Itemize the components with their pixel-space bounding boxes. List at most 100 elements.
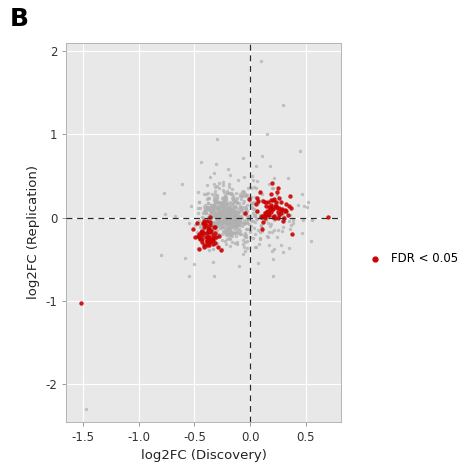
Point [203, 205, 210, 213]
Point [199, 219, 206, 227]
Point [230, 218, 237, 226]
Point [219, 236, 226, 244]
Point [251, 212, 258, 220]
Point [223, 212, 230, 219]
Point [222, 207, 230, 215]
Point [236, 192, 244, 200]
Point [207, 173, 214, 181]
Point [249, 199, 257, 206]
Point [229, 199, 237, 207]
Point [221, 201, 229, 209]
Point [255, 226, 262, 234]
Point [215, 217, 223, 224]
Point [226, 205, 234, 212]
Point [266, 205, 273, 212]
Point [224, 189, 231, 197]
Point [221, 237, 228, 245]
Point [230, 218, 237, 225]
Point [237, 192, 245, 200]
Point [252, 214, 259, 222]
Point [260, 219, 267, 226]
Point [233, 219, 241, 226]
Point [210, 223, 218, 231]
Point [257, 57, 265, 65]
Point [211, 235, 219, 243]
Point [208, 219, 215, 227]
Point [273, 205, 281, 212]
Point [242, 233, 250, 240]
Point [252, 201, 259, 208]
Point [210, 226, 218, 234]
Point [265, 211, 273, 219]
Point [208, 228, 215, 235]
Point [237, 195, 245, 202]
Point [246, 220, 253, 228]
Point [194, 232, 201, 240]
Point [210, 245, 217, 253]
Point [219, 220, 226, 228]
Point [197, 235, 204, 243]
Point [274, 208, 282, 216]
Point [203, 232, 211, 239]
Point [234, 212, 241, 219]
Point [217, 201, 225, 209]
Point [227, 236, 234, 243]
Point [213, 227, 221, 234]
Point [231, 209, 238, 217]
Point [212, 234, 220, 241]
Point [210, 272, 218, 279]
Point [230, 197, 238, 205]
Point [227, 219, 234, 227]
Point [209, 228, 216, 236]
Point [193, 219, 201, 226]
Point [227, 190, 235, 197]
Point [228, 222, 236, 230]
Point [205, 204, 213, 212]
Point [218, 201, 226, 208]
Point [251, 230, 259, 238]
Point [224, 210, 232, 217]
Point [203, 205, 211, 213]
Point [289, 217, 296, 224]
Point [211, 219, 219, 227]
Point [204, 233, 212, 241]
Point [233, 197, 240, 205]
Point [278, 209, 285, 217]
Point [229, 207, 237, 214]
Point [255, 199, 262, 207]
Point [197, 158, 205, 166]
Point [288, 221, 295, 228]
Point [236, 190, 244, 198]
Point [215, 210, 223, 218]
Point [213, 135, 220, 142]
Point [286, 192, 294, 200]
Point [205, 215, 212, 222]
Point [260, 211, 268, 219]
Point [195, 235, 202, 243]
Point [246, 195, 253, 202]
Point [253, 215, 260, 223]
Point [230, 207, 238, 215]
Point [194, 244, 202, 252]
Point [299, 190, 306, 198]
Y-axis label: log2FC (Replication): log2FC (Replication) [27, 165, 40, 299]
Point [220, 213, 228, 221]
Point [206, 227, 213, 234]
Point [215, 209, 223, 216]
Point [252, 184, 260, 191]
Point [237, 204, 245, 212]
Point [235, 225, 243, 232]
Point [258, 212, 265, 220]
Point [223, 193, 230, 201]
Point [209, 201, 217, 209]
Point [237, 206, 245, 214]
Point [198, 238, 205, 246]
Point [208, 235, 216, 243]
Point [209, 221, 217, 228]
Point [157, 251, 165, 259]
Point [213, 193, 221, 201]
Point [304, 199, 312, 206]
Point [196, 221, 204, 228]
Point [262, 216, 269, 224]
Point [273, 188, 281, 196]
